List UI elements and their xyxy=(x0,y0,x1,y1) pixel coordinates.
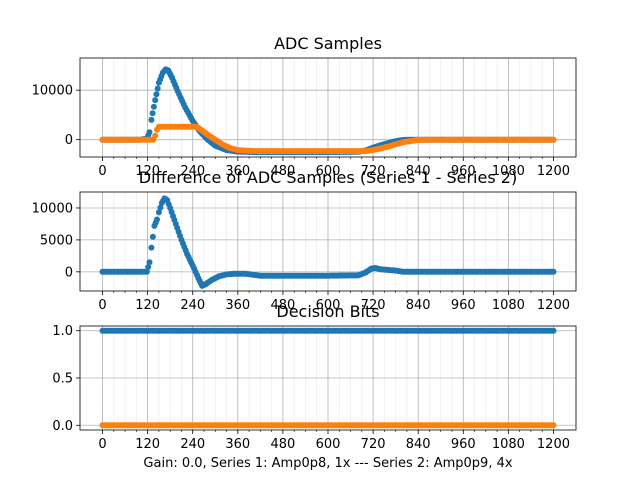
panels: 0 120 240 360 480 600 720 840 960 1080 1200010000A… xyxy=(32,34,577,452)
x-tick-label: 720 xyxy=(361,437,386,452)
x-tick-label: 1080 xyxy=(492,164,525,179)
data-point xyxy=(154,85,161,92)
data-point xyxy=(145,264,152,270)
data-point xyxy=(149,233,156,240)
panel-title: Decision Bits xyxy=(276,302,379,321)
data-point xyxy=(550,327,557,334)
panel-title: Difference of ADC Samples (Series 1 - Se… xyxy=(139,168,517,187)
x-tick-label: 1080 xyxy=(492,437,525,452)
x-tick-label: 840 xyxy=(406,164,431,179)
data-point xyxy=(154,216,160,223)
x-tick-label: 480 xyxy=(270,298,295,313)
panel-title: ADC Samples xyxy=(274,34,382,53)
data-point xyxy=(157,204,164,211)
x-tick-label: 0 xyxy=(98,437,106,452)
x-tick-label: 120 xyxy=(135,164,160,179)
axes-frame xyxy=(79,57,577,158)
data-point xyxy=(550,136,557,143)
data-point xyxy=(148,244,155,251)
data-point xyxy=(148,116,155,123)
x-tick-label: 960 xyxy=(451,164,476,179)
x-tick-label: 960 xyxy=(451,437,476,452)
y-tick-label: 0.0 xyxy=(52,419,73,434)
x-tick-label: 240 xyxy=(180,437,205,452)
x-tick-label: 360 xyxy=(225,298,250,313)
data-point xyxy=(150,103,157,110)
y-tick-label: 10000 xyxy=(32,84,73,99)
panel-difference: 0 120 240 360 480 600 720 840 960 1080 1200 0 5000 10… xyxy=(32,168,577,313)
x-tick-label: 600 xyxy=(316,437,341,452)
data-point xyxy=(152,97,159,104)
x-tick-label: 0 xyxy=(98,164,106,179)
panel-adc-samples: 0 120 240 360 480 600 720 840 960 1080 1200 0 10000 A… xyxy=(32,34,577,179)
x-tick-label: 1200 xyxy=(537,437,570,452)
x-tick-label: 120 xyxy=(135,437,160,452)
series-2 xyxy=(99,123,557,155)
data-point xyxy=(155,209,162,216)
x-tick-label: 720 xyxy=(361,164,386,179)
data-point xyxy=(550,268,557,275)
x-tick-label: 1080 xyxy=(492,298,525,313)
data-point xyxy=(146,259,153,266)
y-tick-label: 0.5 xyxy=(52,372,73,387)
x-tick-label: 240 xyxy=(180,164,205,179)
x-tick-label: 480 xyxy=(270,437,295,452)
axes-frame xyxy=(79,325,577,431)
y-tick-label: 0 xyxy=(65,265,73,280)
series-1 xyxy=(99,195,557,289)
data-point xyxy=(152,132,159,139)
data-point xyxy=(143,268,150,275)
x-tick-label: 840 xyxy=(406,437,431,452)
x-tick-label: 840 xyxy=(406,298,431,313)
y-tick-label: 10000 xyxy=(32,201,73,216)
data-point xyxy=(149,110,156,117)
axes-frame xyxy=(79,191,577,292)
y-tick-label: 5000 xyxy=(40,233,73,248)
x-tick-label: 960 xyxy=(451,298,476,313)
data-point xyxy=(146,129,153,136)
x-tick-label: 360 xyxy=(225,437,250,452)
x-tick-label: 360 xyxy=(225,164,250,179)
x-tick-label: 240 xyxy=(180,298,205,313)
series-2 xyxy=(99,422,557,429)
x-tick-label: 600 xyxy=(316,298,341,313)
x-tick-label: 600 xyxy=(316,164,341,179)
y-tick-label: 0 xyxy=(65,133,73,148)
x-tick-label: 120 xyxy=(135,298,160,313)
major-grid: 0 120 240 360 480 600 720 840 960 1080 1200 0.0 0.5 1… xyxy=(52,324,576,452)
x-tick-label: 480 xyxy=(270,164,295,179)
x-tick-label: 720 xyxy=(361,298,386,313)
data-point xyxy=(550,422,557,429)
x-tick-label: 1200 xyxy=(537,164,570,179)
data-point xyxy=(153,91,160,98)
figure-caption: Gain: 0.0, Series 1: Amp0p8, 1x --- Seri… xyxy=(143,456,512,471)
series-1 xyxy=(99,327,557,334)
x-tick-label: 1200 xyxy=(537,298,570,313)
x-tick-label: 0 xyxy=(98,298,106,313)
panel-decision-bits: 0 120 240 360 480 600 720 840 960 1080 1200 0.0 0.5 1… xyxy=(52,302,577,452)
y-tick-label: 1.0 xyxy=(52,324,73,339)
